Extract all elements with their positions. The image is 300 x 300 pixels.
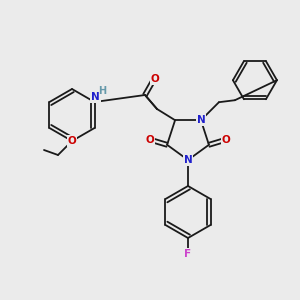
Text: F: F [184, 249, 192, 259]
Text: N: N [184, 155, 192, 165]
Text: O: O [222, 135, 231, 145]
Text: O: O [151, 74, 159, 84]
Text: O: O [68, 136, 76, 146]
Text: H: H [98, 86, 106, 96]
Text: N: N [196, 115, 205, 125]
Text: O: O [146, 135, 154, 145]
Text: N: N [91, 92, 100, 102]
